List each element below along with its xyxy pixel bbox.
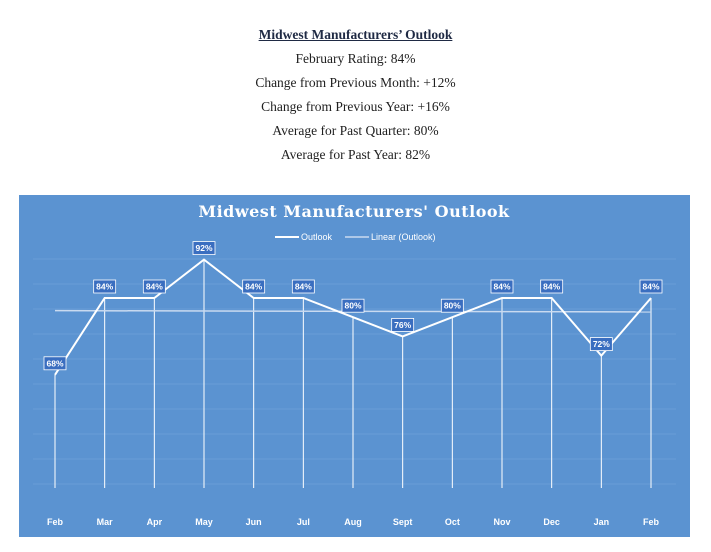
- data-label-box: [291, 279, 315, 294]
- x-tick-label: Jul: [297, 517, 310, 527]
- data-label-text: 72%: [593, 339, 610, 349]
- x-tick-label: Jan: [594, 517, 610, 527]
- stat-change-previous-year: Change from Previous Year: +16%: [261, 99, 450, 114]
- x-axis-tick-labels: Feb Mar Apr May Jun Jul Aug Sept Oct Nov Dec Jan Feb: [47, 517, 660, 527]
- data-label-text: 84%: [543, 282, 560, 292]
- data-label: 84%: [291, 279, 315, 294]
- data-label-text: 84%: [245, 282, 262, 292]
- x-tick-label: Aug: [344, 517, 362, 527]
- x-tick-label: Oct: [445, 517, 460, 527]
- stat-average-past-year: Average for Past Year: 82%: [280, 147, 431, 162]
- stat-february-rating: February Rating: 84%: [295, 51, 416, 66]
- data-label-text: 80%: [344, 301, 361, 311]
- data-label-box: [341, 298, 365, 313]
- x-tick-label: Dec: [543, 517, 560, 527]
- data-label: 84%: [93, 279, 117, 294]
- legend-outlook-label: Outlook: [301, 232, 333, 242]
- data-label: 84%: [540, 279, 564, 294]
- legend: Outlook Linear (Outlook): [275, 232, 436, 242]
- outlook-series-line: [54, 258, 652, 376]
- data-label-box: [490, 279, 514, 294]
- data-label-text: 92%: [195, 243, 212, 253]
- data-label: 76%: [391, 318, 415, 332]
- data-label-box: [391, 318, 415, 332]
- outlook-line-chart: Midwest Manufacturers' Outlook Outlook L…: [19, 195, 690, 537]
- x-tick-label: Apr: [147, 517, 163, 527]
- data-label: 80%: [341, 298, 365, 313]
- data-label-box: [93, 279, 117, 294]
- x-tick-label: Mar: [97, 517, 114, 527]
- data-label-box: [242, 279, 266, 294]
- data-label: 72%: [589, 337, 613, 352]
- data-label-text: 84%: [295, 282, 312, 292]
- summary-header: Midwest Manufacturers’ Outlook February …: [0, 26, 711, 164]
- data-label-box: [440, 298, 464, 313]
- x-tick-label: May: [195, 517, 213, 527]
- data-label-text: 80%: [444, 301, 461, 311]
- data-label-text: 84%: [96, 282, 113, 292]
- data-label: 92%: [192, 241, 216, 255]
- drop-lines: [54, 259, 652, 488]
- data-label: 84%: [242, 279, 266, 294]
- x-tick-label: Jun: [246, 517, 262, 527]
- data-label: 84%: [490, 279, 514, 294]
- data-label-box: [142, 279, 166, 294]
- data-label-text: 84%: [642, 282, 659, 292]
- stat-average-past-quarter: Average for Past Quarter: 80%: [272, 123, 439, 138]
- data-label-box: [589, 337, 613, 352]
- data-label-text: 68%: [46, 358, 63, 368]
- data-label-text: 84%: [493, 282, 510, 292]
- data-label: 84%: [142, 279, 166, 294]
- data-label: 84%: [639, 279, 663, 294]
- data-label-box: [639, 279, 663, 294]
- x-tick-label: Feb: [643, 517, 660, 527]
- legend-trend-label: Linear (Outlook): [371, 232, 436, 242]
- x-tick-label: Feb: [47, 517, 64, 527]
- data-label-box: [43, 356, 67, 371]
- stat-change-previous-month: Change from Previous Month: +12%: [255, 75, 456, 90]
- chart-title: Midwest Manufacturers' Outlook: [198, 202, 510, 221]
- data-label: 80%: [440, 298, 464, 313]
- chart-background: [19, 195, 690, 537]
- data-label: 68%: [43, 356, 67, 371]
- x-tick-label: Sept: [393, 517, 413, 527]
- data-label-text: 84%: [146, 282, 163, 292]
- x-tick-label: Nov: [493, 517, 510, 527]
- data-label-box: [192, 241, 216, 255]
- summary-title: Midwest Manufacturers’ Outlook: [258, 27, 453, 42]
- data-labels: 68% 84% 84% 92% 84% 84% 80% 76% 80% 84% 84% 72% 84%: [43, 241, 663, 371]
- data-label-text: 76%: [394, 320, 411, 330]
- data-label-box: [540, 279, 564, 294]
